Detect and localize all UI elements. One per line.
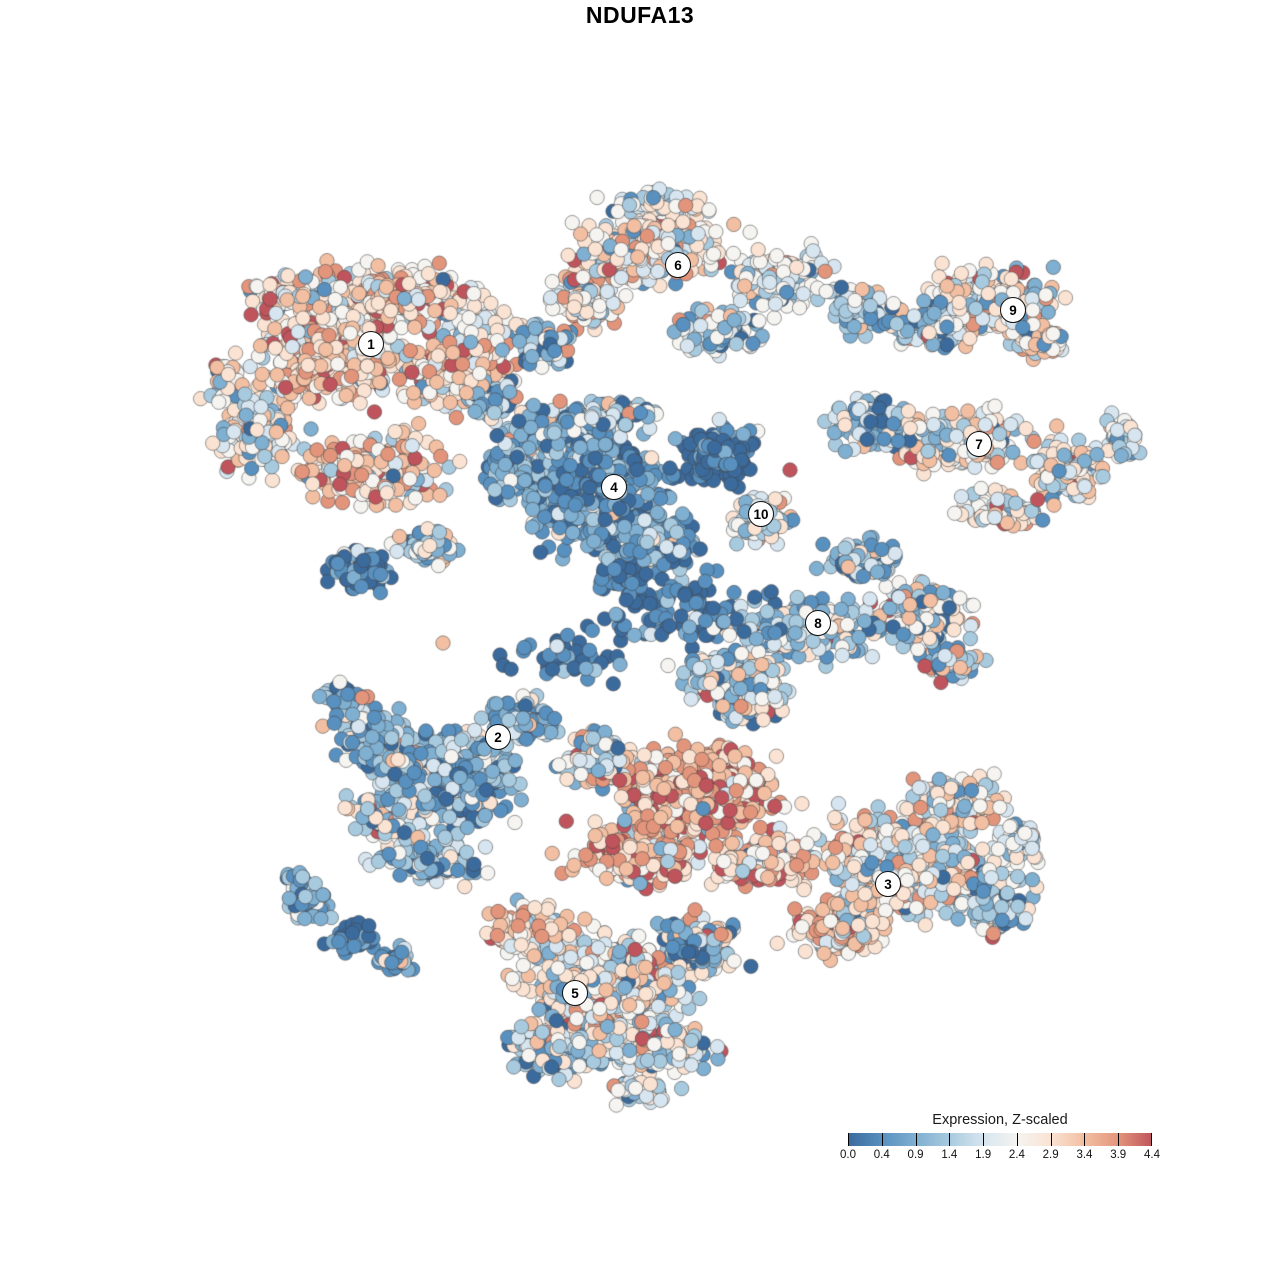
legend-tick [848, 1133, 849, 1146]
legend-tick-marks [848, 1133, 1152, 1146]
legend-tick-label: 2.9 [1042, 1149, 1059, 1161]
cluster-label-1: 1 [358, 331, 384, 357]
legend-tick [1151, 1133, 1152, 1146]
legend-tick-label: 1.9 [975, 1149, 992, 1161]
legend-tick-label: 3.4 [1076, 1149, 1093, 1161]
cluster-label-10: 10 [748, 501, 774, 527]
legend-tick-label: 4.4 [1144, 1149, 1160, 1161]
expression-legend: Expression, Z-scaled 0.0 0.4 0.9 1.4 1.9 2.4 2… [840, 1112, 1160, 1165]
cluster-label-8: 8 [805, 610, 831, 636]
cluster-label-9: 9 [1000, 297, 1026, 323]
legend-tick-label: 0.4 [873, 1149, 890, 1161]
legend-tick [1084, 1133, 1086, 1146]
cluster-label-5: 5 [562, 980, 588, 1006]
legend-tick [983, 1133, 985, 1146]
cluster-label-3: 3 [875, 871, 901, 897]
legend-tick [949, 1133, 951, 1146]
legend-tick [1050, 1133, 1052, 1146]
legend-tick [881, 1133, 883, 1146]
legend-tick-label: 2.4 [1008, 1149, 1025, 1161]
legend-tick [915, 1133, 917, 1146]
legend-tick-label: 0.0 [840, 1149, 856, 1161]
legend-title: Expression, Z-scaled [932, 1112, 1068, 1128]
legend-tick-label: 1.4 [941, 1149, 958, 1161]
legend-tick-label: 3.9 [1110, 1149, 1127, 1161]
cluster-label-4: 4 [601, 474, 627, 500]
legend-tick-labels: 0.0 0.4 0.9 1.4 1.9 2.4 2.9 3.4 3.9 4.4 [840, 1149, 1160, 1165]
cluster-label-6: 6 [665, 252, 691, 278]
cluster-label-2: 2 [485, 724, 511, 750]
legend-colorbar [848, 1133, 1152, 1146]
legend-tick-label: 0.9 [907, 1149, 924, 1161]
legend-tick [1016, 1133, 1018, 1146]
cluster-label-7: 7 [966, 431, 992, 457]
legend-tick [1118, 1133, 1120, 1146]
